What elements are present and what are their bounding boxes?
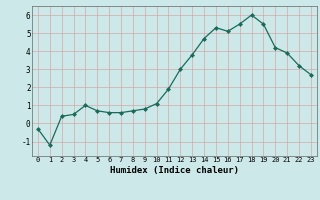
- X-axis label: Humidex (Indice chaleur): Humidex (Indice chaleur): [110, 166, 239, 175]
